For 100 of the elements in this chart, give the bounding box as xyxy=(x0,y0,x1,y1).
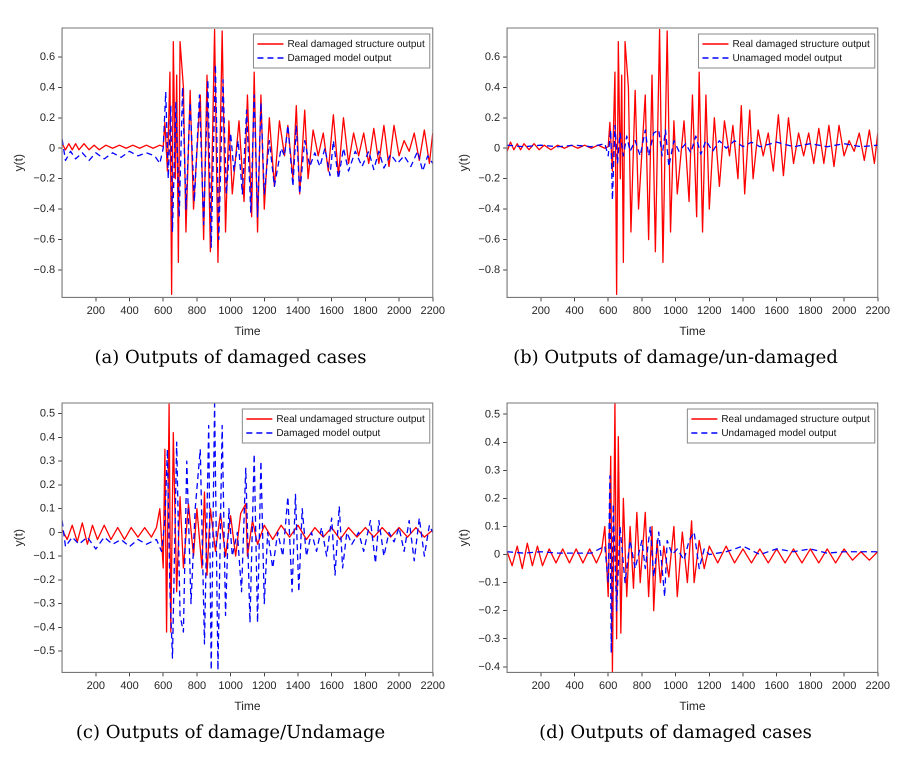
x-tick-label: 2200 xyxy=(420,680,446,692)
x-tick-label: 800 xyxy=(188,680,206,692)
y-tick-label: −0.4 xyxy=(478,660,500,673)
x-tick-label: 400 xyxy=(565,680,584,692)
line-series xyxy=(507,124,878,201)
y-tick-label: 0.4 xyxy=(40,81,56,94)
x-tick-label: 1200 xyxy=(252,305,277,318)
legend-label: Unamaged model output xyxy=(732,52,842,64)
x-tick-label: 200 xyxy=(86,305,105,318)
x-tick-label: 600 xyxy=(599,680,618,692)
x-tick-label: 1600 xyxy=(764,305,789,318)
y-axis-title: y(t) xyxy=(456,154,471,172)
x-tick-label: 400 xyxy=(565,305,584,318)
y-tick-label: 0.1 xyxy=(484,520,500,533)
x-tick-label: 1400 xyxy=(730,680,756,692)
y-tick-label: −0.2 xyxy=(33,574,56,586)
legend-label: Damaged model output xyxy=(276,428,381,439)
x-tick-label: 800 xyxy=(632,680,652,692)
x-tick-label: 1400 xyxy=(730,305,756,318)
y-tick-label: −0.3 xyxy=(33,598,56,610)
x-tick-label: 1000 xyxy=(218,680,243,692)
x-tick-label: 2000 xyxy=(386,305,412,318)
x-tick-label: 1600 xyxy=(319,680,344,692)
x-tick-label: 2000 xyxy=(386,680,412,692)
x-tick-label: 600 xyxy=(154,680,172,692)
y-tick-label: 0 xyxy=(494,548,500,561)
y-axis-title: y(t) xyxy=(456,529,471,546)
line-series xyxy=(507,475,878,654)
x-tick-label: 2200 xyxy=(866,680,890,692)
x-tick-label: 600 xyxy=(154,305,172,318)
y-tick-label: −0.4 xyxy=(33,621,56,634)
y-tick-label: 0 xyxy=(494,142,500,154)
y-tick-label: −0.1 xyxy=(478,576,500,589)
text: (a) Outputs of damaged cases xyxy=(93,346,368,370)
line-series xyxy=(62,64,433,248)
x-axis-title: Time xyxy=(679,699,706,714)
x-tick-label: 1400 xyxy=(286,680,310,692)
y-tick-label: 0.1 xyxy=(40,502,56,515)
y-tick-label: −0.8 xyxy=(33,264,56,276)
y-axis-title: y(t) xyxy=(12,529,26,546)
y-tick-label: −0.6 xyxy=(478,234,500,246)
x-tick-label: 1200 xyxy=(252,680,277,692)
x-tick-label: 400 xyxy=(120,680,139,692)
y-tick-label: 0.2 xyxy=(484,492,500,504)
y-tick-label: 0.3 xyxy=(40,455,56,468)
x-tick-label: 1200 xyxy=(697,680,722,692)
legend-label: Damaged model output xyxy=(287,52,392,64)
x-tick-label: 2000 xyxy=(832,680,856,692)
y-tick-label: −0.5 xyxy=(33,645,56,658)
y-tick-label: −0.2 xyxy=(478,172,500,185)
legend-label: Real undamaged structure output xyxy=(276,414,425,425)
x-axis-title: Time xyxy=(679,324,706,338)
y-tick-label: −0.1 xyxy=(33,550,56,562)
x-tick-label: 400 xyxy=(120,305,139,318)
y-tick-label: 0.4 xyxy=(484,436,500,448)
x-tick-label: 1600 xyxy=(764,680,789,692)
y-tick-label: −0.4 xyxy=(33,203,56,216)
y-tick-label: −0.6 xyxy=(33,234,56,246)
x-tick-label: 200 xyxy=(532,305,550,318)
x-tick-label: 1800 xyxy=(353,305,378,318)
x-tick-label: 600 xyxy=(599,305,618,318)
y-tick-label: 0.2 xyxy=(40,112,56,124)
y-tick-label: 0.6 xyxy=(484,50,500,63)
x-tick-label: 1600 xyxy=(319,305,344,318)
x-tick-label: 800 xyxy=(188,305,206,318)
text: (b) Outputs of damage/un-damaged xyxy=(512,346,839,370)
x-tick-label: 2000 xyxy=(832,305,856,318)
text: (c) Outputs of damage/Undamage xyxy=(74,721,386,745)
x-tick-label: 200 xyxy=(532,680,550,692)
x-tick-label: 2200 xyxy=(866,305,890,318)
x-tick-label: 1000 xyxy=(663,680,688,692)
y-tick-label: 0.6 xyxy=(40,50,56,63)
x-tick-label: 200 xyxy=(86,680,105,692)
x-tick-label: 1000 xyxy=(218,305,243,318)
x-tick-label: 1800 xyxy=(798,305,823,318)
y-axis-title: y(t) xyxy=(12,154,26,172)
y-tick-label: 0.5 xyxy=(40,408,56,420)
legend-label: Undamaged model output xyxy=(721,428,837,439)
y-tick-label: 0.2 xyxy=(484,112,500,124)
y-tick-label: 0.2 xyxy=(40,478,56,491)
y-tick-label: 0 xyxy=(48,526,56,538)
x-tick-label: 800 xyxy=(632,305,652,318)
x-axis-title: Time xyxy=(234,699,261,714)
legend-label: Real undamaged structure output xyxy=(721,414,870,425)
text: (d) Outputs of damaged cases xyxy=(538,721,813,745)
x-tick-label: 1200 xyxy=(697,305,722,318)
legend-label: Real damaged structure output xyxy=(732,38,870,50)
y-tick-label: −0.3 xyxy=(478,632,500,645)
y-tick-label: −0.2 xyxy=(478,604,500,617)
y-tick-label: 0.3 xyxy=(484,464,500,476)
y-tick-label: 0 xyxy=(48,142,56,154)
y-tick-label: 0.4 xyxy=(40,431,56,444)
legend-label: Real damaged structure output xyxy=(287,38,425,50)
x-tick-label: 1800 xyxy=(798,680,823,692)
x-tick-label: 1000 xyxy=(663,305,688,318)
x-tick-label: 2200 xyxy=(420,305,446,318)
y-tick-label: 0.4 xyxy=(484,81,500,94)
x-tick-label: 1800 xyxy=(353,680,378,692)
y-tick-label: 0.5 xyxy=(484,408,500,420)
x-tick-label: 1400 xyxy=(286,305,310,318)
